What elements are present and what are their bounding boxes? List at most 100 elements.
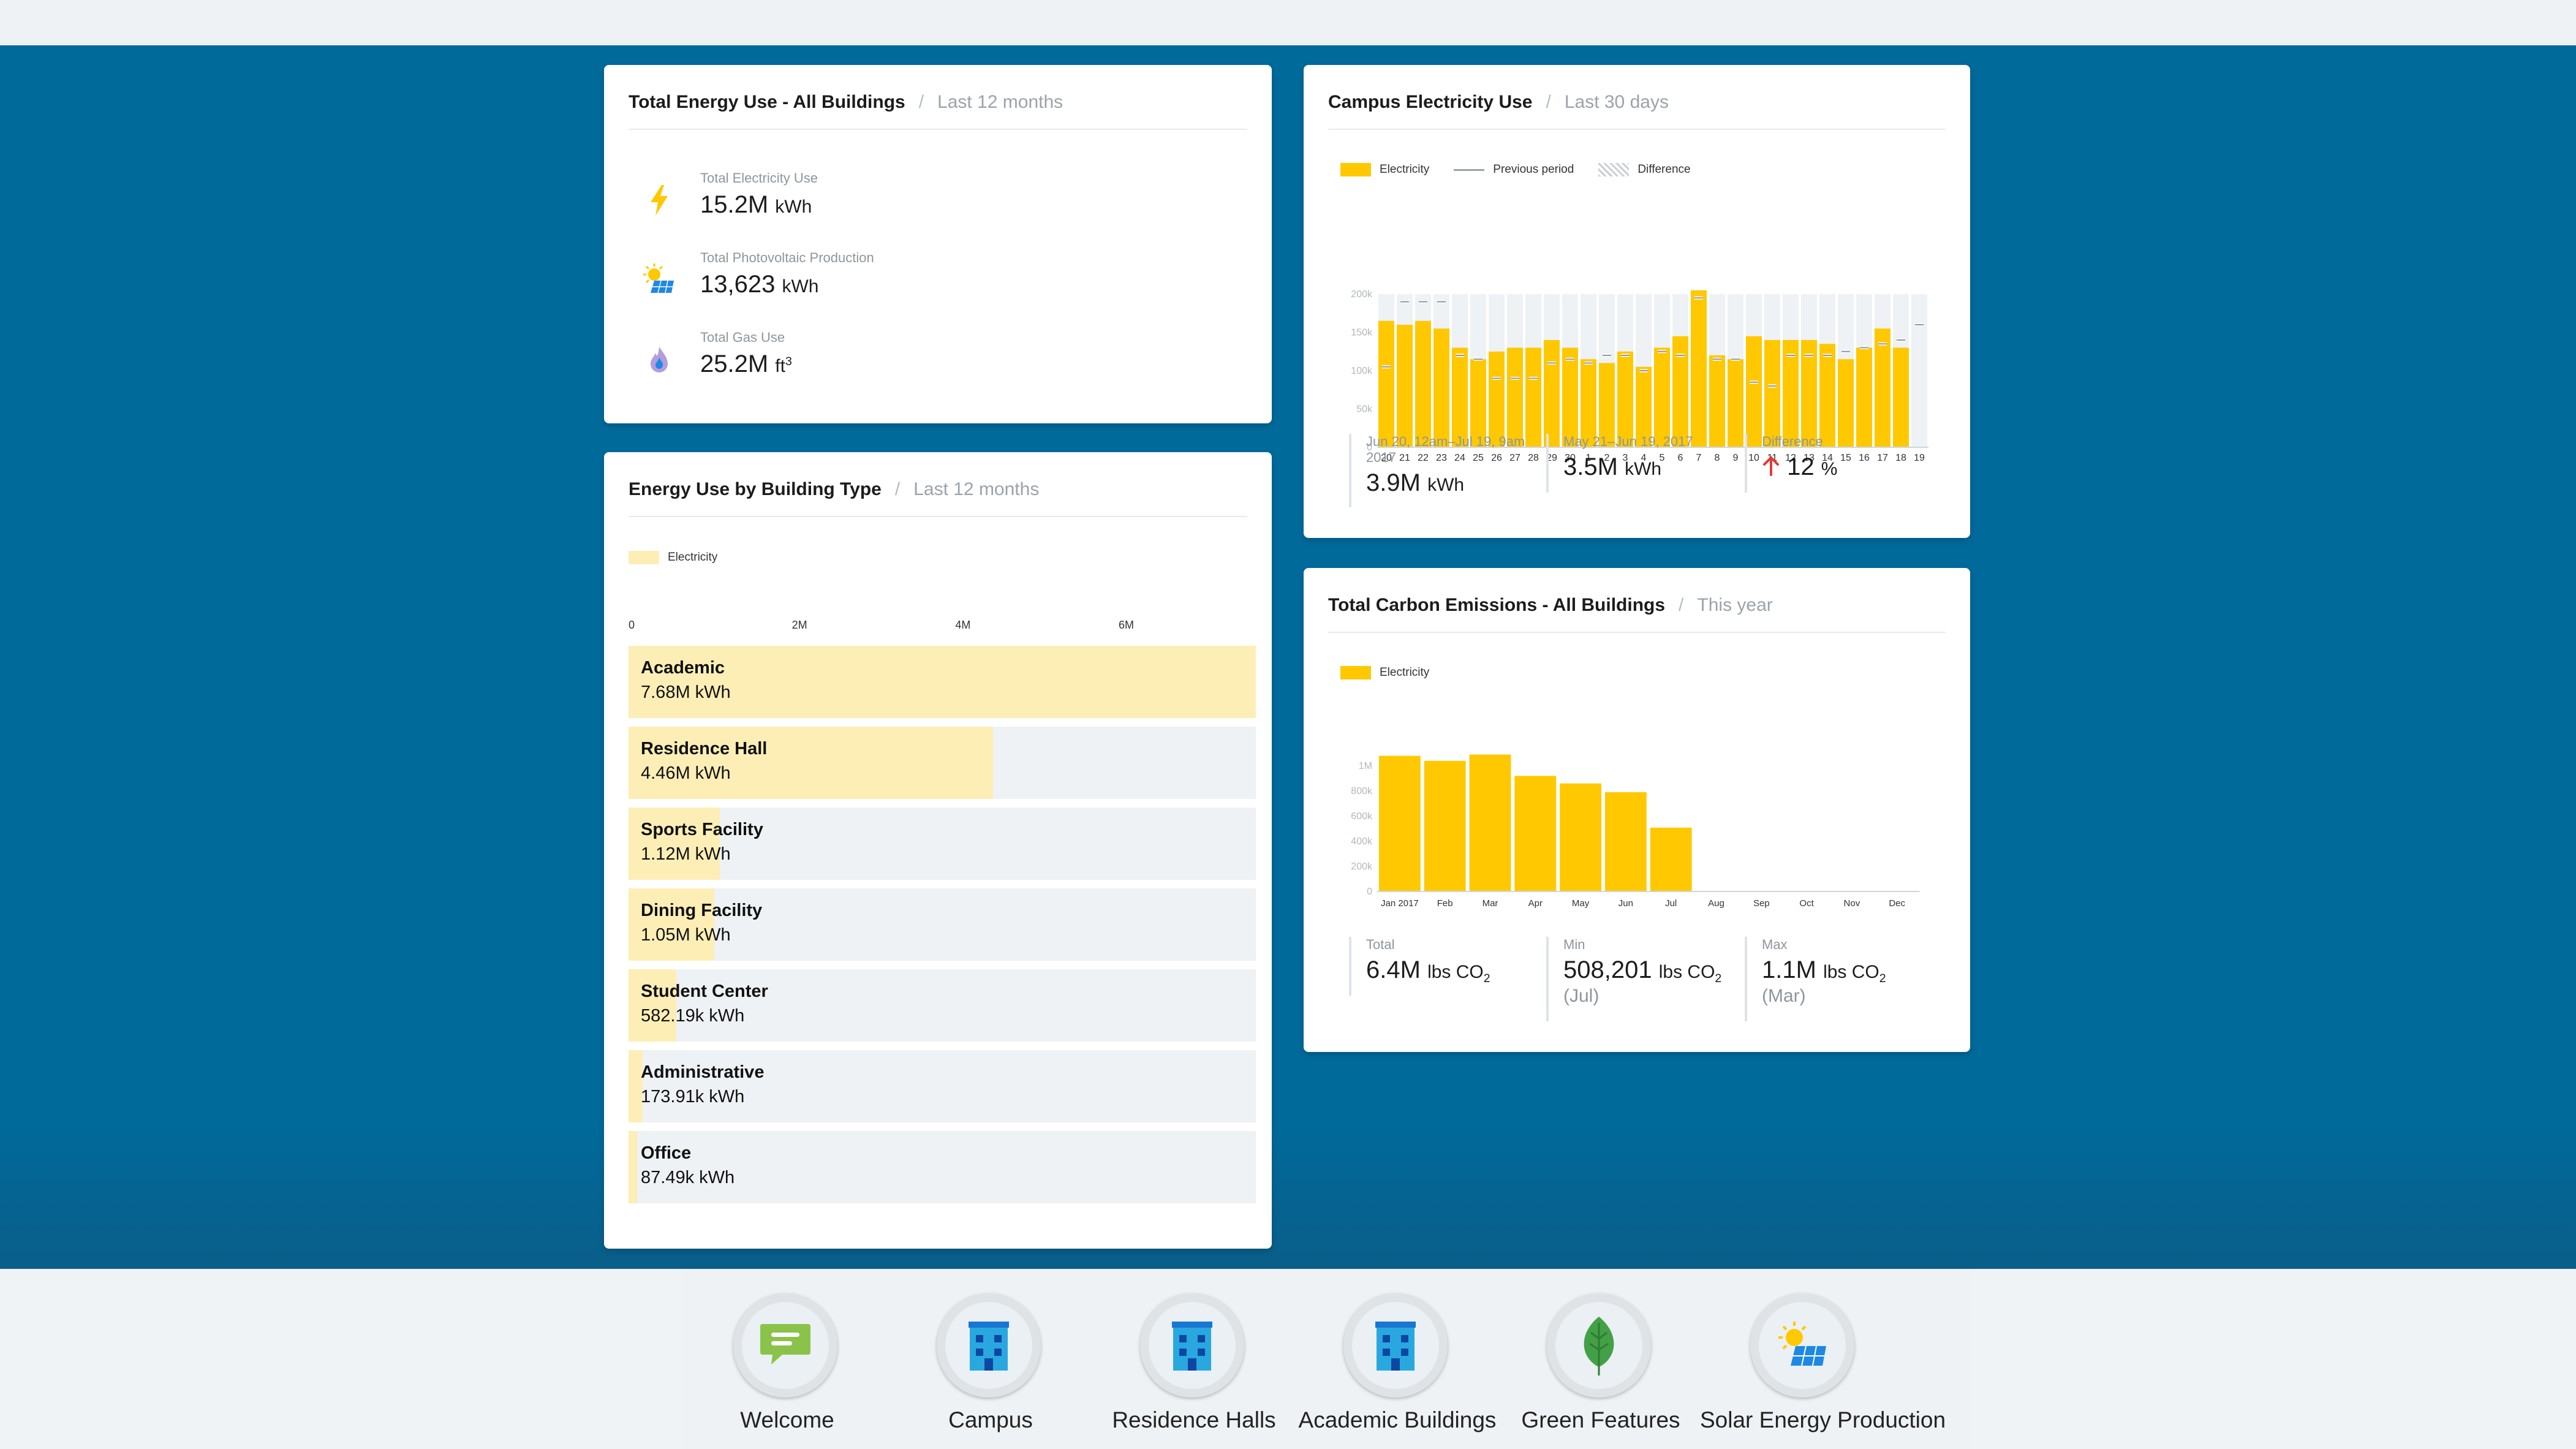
electricity-bar[interactable] [1856, 347, 1872, 448]
x-axis-tick: 26 [1491, 453, 1502, 463]
electricity-bar[interactable] [1691, 290, 1707, 447]
electricity-bar[interactable] [1875, 328, 1890, 447]
building-bar-fill [629, 808, 720, 880]
building-bar-row[interactable]: Office 87.49k kWh [629, 1131, 1256, 1203]
building-type-name: Dining Facility [641, 901, 763, 920]
nav-residence-halls[interactable]: Residence Halls [1090, 1269, 1298, 1449]
leaf-icon [1577, 1314, 1620, 1381]
x-axis-tick: Oct [1799, 898, 1814, 909]
chat-bubble-icon [758, 1318, 813, 1376]
x-axis-tick: Jun [1618, 898, 1633, 909]
building-bar-row[interactable]: Dining Facility 1.05M kWh [629, 888, 1256, 961]
building-type-value: 1.05M kWh [641, 925, 731, 945]
building-icon [1169, 1320, 1215, 1375]
carbon-bar[interactable] [1514, 776, 1557, 891]
building-bar-row[interactable]: Sports Facility 1.12M kWh [629, 808, 1256, 880]
electricity-bar[interactable] [1581, 359, 1596, 447]
y-axis-tick: 400k [1351, 836, 1373, 847]
legend-label: Electricity [668, 551, 718, 564]
electricity-bar[interactable] [1893, 347, 1909, 448]
x-axis-tick: 3 [1623, 453, 1628, 463]
electricity-bar[interactable] [1728, 359, 1743, 447]
legend-label-previous: Previous period [1493, 163, 1574, 176]
card-period: This year [1697, 595, 1773, 615]
carbon-bar[interactable] [1379, 755, 1421, 891]
metric-label: Total Electricity Use [700, 170, 818, 186]
carbon-bar[interactable] [1424, 760, 1466, 891]
electricity-bar[interactable] [1525, 347, 1541, 448]
electricity-bar[interactable] [1672, 336, 1688, 447]
carbon-bar[interactable] [1605, 792, 1647, 891]
electricity-bar[interactable] [1783, 340, 1799, 447]
electricity-bar[interactable] [1544, 340, 1560, 447]
electricity-bar[interactable] [1415, 320, 1431, 447]
electricity-bar[interactable] [1452, 347, 1468, 448]
x-axis-tick: 18 [1895, 453, 1906, 463]
metric-gas: Total Gas Use 25.2M ft3 [629, 330, 1180, 397]
electricity-bar[interactable] [1764, 340, 1780, 447]
nav-label: Academic Buildings [1298, 1407, 1497, 1432]
electricity-bar[interactable] [1636, 366, 1652, 447]
nav-academic-buildings[interactable]: Academic Buildings [1293, 1269, 1501, 1449]
electricity-bar[interactable] [1838, 359, 1854, 447]
metric-photovoltaic: Total Photovoltaic Production 13,623 kWh [629, 250, 1180, 317]
carbon-bar[interactable] [1469, 754, 1511, 891]
stat-value: 1.1M lbs CO2 [1762, 956, 1886, 985]
metric-value: 25.2M ft3 [700, 350, 792, 377]
electricity-bar[interactable] [1617, 351, 1633, 447]
carbon-bar[interactable] [1560, 783, 1601, 891]
legend-swatch-electricity [1340, 163, 1371, 176]
nav-green-features[interactable]: Green Features [1497, 1269, 1705, 1449]
dashboard-background [0, 45, 2576, 1269]
stat-label: Difference [1762, 434, 1823, 449]
chart-legend: Electricity [1340, 666, 1429, 679]
electricity-bar[interactable] [1801, 340, 1817, 447]
building-type-name: Sports Facility [641, 820, 763, 839]
nav-campus[interactable]: Campus [886, 1269, 1095, 1449]
card-period: Last 12 months [937, 92, 1063, 112]
x-axis-tick: Nov [1844, 898, 1860, 909]
building-type-name: Residence Hall [641, 739, 768, 759]
electricity-bar[interactable] [1378, 320, 1394, 447]
building-bar-row[interactable]: Residence Hall 4.46M kWh [629, 727, 1256, 799]
electricity-bar[interactable] [1709, 355, 1725, 447]
electricity-bar[interactable] [1507, 347, 1523, 448]
electricity-bar[interactable] [1489, 351, 1505, 447]
stat-label: May 21–Jun 19, 2017 [1563, 434, 1693, 449]
bottom-navigation: Welcome Campus Residence Hal [683, 1269, 1970, 1449]
x-axis-tick: 6 [1678, 453, 1683, 463]
x-axis-tick: Jan 2017 [1381, 898, 1419, 909]
arrow-up-icon [1762, 455, 1780, 482]
nav-label: Solar Energy Production [1700, 1407, 1946, 1432]
stat-current-period: Jun 20, 12am–Jul 19, 9am 2017 3.9M kWh [1349, 434, 1525, 507]
electricity-bar[interactable] [1599, 363, 1615, 448]
chart-legend: Electricity [629, 551, 717, 564]
y-axis-tick: 200k [1351, 861, 1373, 872]
nav-solar-energy-production[interactable]: Solar Energy Production [1700, 1269, 1946, 1449]
building-type-name: Administrative [641, 1062, 765, 1082]
electricity-bar[interactable] [1746, 336, 1762, 447]
x-axis-tick: 22 [1418, 453, 1429, 463]
y-axis-tick: 200k [1351, 289, 1373, 300]
carbon-bar[interactable] [1650, 827, 1692, 891]
electricity-bar[interactable] [1819, 344, 1835, 447]
nav-label: Green Features [1521, 1407, 1680, 1432]
building-bar-fill [629, 1050, 643, 1122]
stat-label: Total [1366, 937, 1395, 952]
y-axis-tick: 600k [1351, 811, 1373, 822]
x-axis-tick: 29 [1546, 453, 1557, 463]
building-type-value: 582.19k kWh [641, 1006, 745, 1026]
electricity-bar[interactable] [1470, 359, 1486, 447]
nav-welcome[interactable]: Welcome [683, 1269, 891, 1449]
electricity-bar[interactable] [1397, 325, 1413, 447]
building-bar-row[interactable]: Student Center 582.19k kWh [629, 969, 1256, 1042]
building-bar-row[interactable]: Administrative 173.91k kWh [629, 1050, 1256, 1122]
electricity-bar[interactable] [1562, 347, 1578, 448]
legend-label-electricity: Electricity [1380, 163, 1430, 176]
electricity-bar[interactable] [1433, 328, 1449, 447]
building-bar-row[interactable]: Academic 7.68M kWh [629, 646, 1256, 718]
campus-electricity-card: Campus Electricity Use / Last 30 days Elec… [1304, 65, 1970, 538]
electricity-bar[interactable] [1654, 347, 1670, 448]
x-axis-tick: 17 [1877, 453, 1888, 463]
x-axis-tick: 14 [1822, 453, 1833, 463]
